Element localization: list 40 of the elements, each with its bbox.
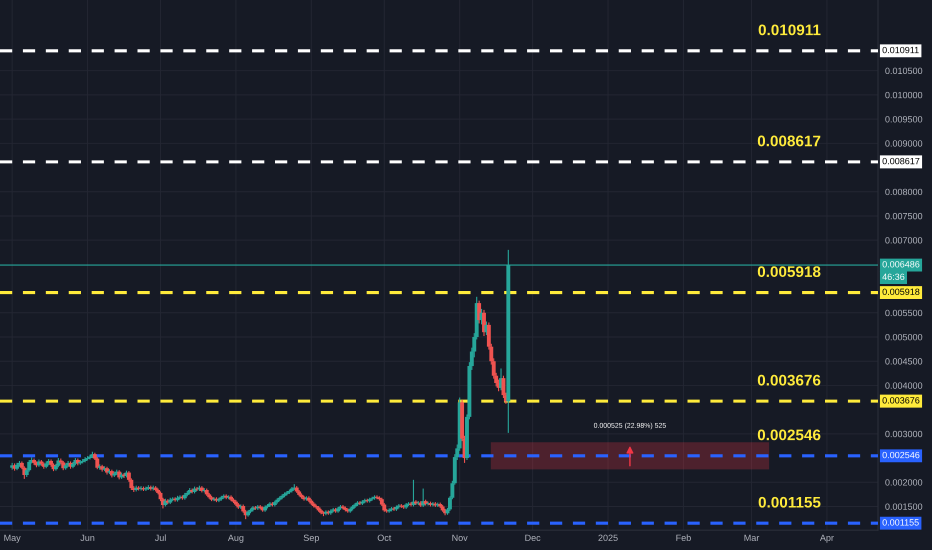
- y-tick-label: 0.008000: [885, 188, 922, 196]
- x-tick-label: Aug: [228, 534, 244, 543]
- text: 0.001155: [758, 496, 821, 508]
- ref-line-label: 0.006486: [882, 261, 920, 268]
- text: 0.002546: [758, 429, 820, 440]
- ref-line-label: 0.008617: [882, 158, 920, 164]
- text: 0.003676: [758, 374, 820, 386]
- text: 0.010911: [758, 24, 821, 36]
- text: 46:36: [882, 274, 904, 280]
- y-tick-label: 0.010000: [885, 92, 922, 98]
- ref-line-label: 0.005918: [882, 288, 920, 295]
- x-tick-label: Nov: [452, 534, 468, 541]
- y-tick-label: 0.005000: [885, 334, 922, 340]
- x-tick-label: May: [4, 534, 21, 543]
- x-tick-label: Dec: [525, 534, 540, 541]
- y-tick-label: 0.007500: [885, 212, 922, 220]
- y-tick-label: 0.009000: [885, 140, 922, 147]
- x-tick-label: Sep: [304, 534, 319, 543]
- text: 0.008617: [758, 136, 820, 146]
- text: 0.005918: [758, 266, 820, 278]
- ref-line-label: 0.001155: [882, 519, 919, 526]
- ref-line-label: 0.003676: [882, 397, 920, 404]
- y-tick-label: 0.003000: [885, 430, 922, 438]
- y-tick-label: 0.009500: [885, 116, 922, 122]
- x-tick-label: Mar: [744, 534, 760, 541]
- y-tick-label: 0.005500: [885, 310, 922, 316]
- y-tick-label: 0.010500: [885, 68, 922, 74]
- y-tick-label: 0.002000: [885, 479, 922, 486]
- x-tick-label: Apr: [820, 534, 834, 543]
- y-tick-label: 0.001500: [885, 503, 922, 510]
- x-tick-label: 2025: [598, 534, 618, 541]
- y-tick-label: 0.007000: [885, 237, 922, 244]
- y-tick-label: 0.004500: [885, 358, 922, 365]
- y-tick-label: 0.004000: [885, 382, 922, 389]
- x-tick-label: Jun: [80, 534, 94, 541]
- ref-line-label: 0.010911: [882, 46, 919, 54]
- x-tick-label: Feb: [676, 534, 691, 541]
- ref-line-label: 0.002546: [882, 452, 920, 458]
- x-tick-label: Oct: [378, 534, 392, 541]
- x-tick-label: Jul: [154, 534, 166, 541]
